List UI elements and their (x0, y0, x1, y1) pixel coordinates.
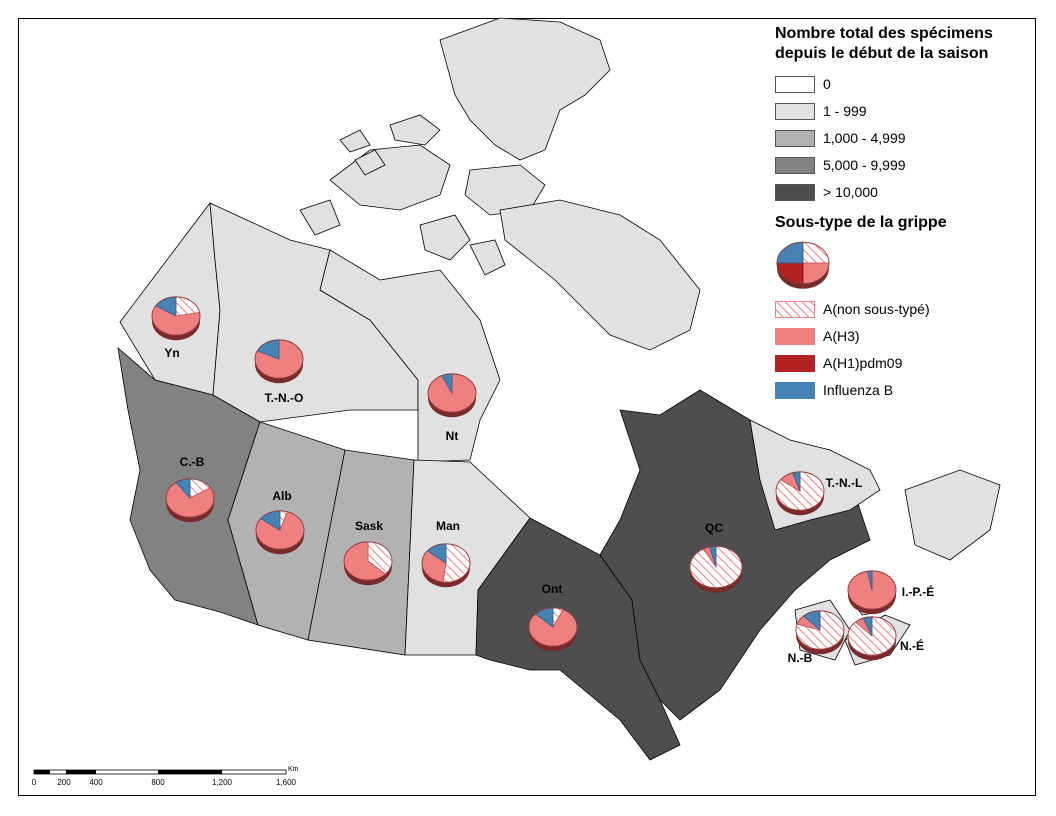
province-12-pie-outline (847, 616, 897, 656)
legend-sample-pie (776, 241, 830, 289)
province-pie-0 (151, 296, 201, 341)
province-pie-1 (254, 339, 304, 384)
legend-class-4: > 10,000 (775, 180, 1035, 207)
province-0-pie-outline (151, 296, 201, 336)
label-tno: T.-N.-O (265, 391, 304, 405)
legend-class-swatch (775, 76, 815, 93)
province-labels: Yn T.-N.-O Nt C.-B Alb Sask Man Ont QC T… (164, 346, 934, 665)
pie-layer (151, 296, 897, 661)
province-6-pie-outline (421, 543, 471, 583)
province-8-pie-outline (689, 545, 743, 589)
legend-subtype-swatch (775, 301, 815, 318)
label-nt: Nt (446, 429, 459, 443)
province-4-pie-outline (255, 510, 305, 550)
legend-class-label: 1,000 - 4,999 (823, 130, 906, 146)
province-1-pie-outline (254, 339, 304, 379)
province-2-pie-outline (427, 373, 477, 413)
province-pie-12 (847, 616, 897, 661)
legend-subtype-swatch (775, 355, 815, 372)
label-ont: Ont (542, 582, 563, 596)
legend-subtype-title: Sous-type de la grippe (775, 214, 947, 231)
legend-class-2: 1,000 - 4,999 (775, 126, 1035, 153)
legend-subtype-label: A(non sous-typé) (823, 301, 930, 317)
legend-class-swatch (775, 157, 815, 174)
label-sask: Sask (355, 519, 383, 533)
label-qc: QC (705, 521, 723, 535)
legend-subtype-2: A(H1)pdm09 (775, 351, 1035, 378)
legend-subtype-label: A(H1)pdm09 (823, 355, 903, 371)
legend-class-label: 0 (823, 76, 831, 92)
label-ne: N.-É (900, 638, 924, 653)
legend: Nombre total des spécimens depuis le déb… (775, 24, 1035, 405)
legend-subtype-0: A(non sous-typé) (775, 297, 1035, 324)
arctic-islands (299, 17, 701, 351)
scale-tick: 800 (151, 778, 165, 787)
legend-class-swatch (775, 184, 815, 201)
scale-bar: Km 0 200 400 800 1,200 1,600 (30, 765, 300, 791)
province-10-pie-outline (847, 570, 897, 610)
legend-class-0: 0 (775, 72, 1035, 99)
legend-class-label: 1 - 999 (823, 103, 867, 119)
scale-tick: 200 (57, 778, 71, 787)
label-cb: C.-B (180, 455, 205, 469)
label-man: Man (436, 519, 460, 533)
province-pie-4 (255, 510, 305, 555)
scale-tick: 400 (89, 778, 103, 787)
legend-class-swatch (775, 103, 815, 120)
province-pie-5 (343, 541, 393, 586)
legend-pie-outline (776, 241, 830, 285)
legend-subtype-swatch (775, 382, 815, 399)
legend-subtype-swatch (775, 328, 815, 345)
legend-class-1: 1 - 999 (775, 99, 1035, 126)
province-pie-6 (421, 543, 471, 588)
province-7-pie-outline (528, 607, 578, 647)
scale-tick: 1,200 (211, 778, 233, 787)
province-5-pie-outline (343, 541, 393, 581)
label-alb: Alb (272, 489, 291, 503)
province-3-pie-outline (165, 478, 215, 518)
legend-class-swatch (775, 130, 815, 147)
legend-class-label: > 10,000 (823, 184, 878, 200)
region-tnl-island (904, 469, 1001, 561)
province-pie-2 (427, 373, 477, 418)
legend-totals-title-line2: depuis le début de la saison (775, 45, 989, 62)
legend-subtype-label: A(H3) (823, 328, 860, 344)
province-pie-11 (795, 610, 845, 655)
province-pie-7 (528, 607, 578, 652)
label-tnl: T.-N.-L (826, 476, 863, 490)
legend-subtype-3: Influenza B (775, 378, 1035, 405)
scale-tick: 1,600 (275, 778, 297, 787)
province-pie-10 (847, 570, 897, 615)
province-9-pie-outline (775, 471, 825, 511)
province-pie-9 (775, 471, 825, 516)
label-yn: Yn (164, 346, 179, 360)
scale-unit: Km (288, 766, 299, 773)
legend-subtype-1: A(H3) (775, 324, 1035, 351)
province-11-pie-outline (795, 610, 845, 650)
label-nb: N.-B (788, 651, 813, 665)
legend-class-3: 5,000 - 9,999 (775, 153, 1035, 180)
legend-class-label: 5,000 - 9,999 (823, 157, 906, 173)
province-pie-8 (689, 545, 743, 593)
legend-totals-title-line1: Nombre total des spécimens (775, 25, 993, 42)
label-ipe: I.-P.-É (902, 584, 934, 599)
scale-tick: 0 (31, 778, 37, 787)
legend-subtype-label: Influenza B (823, 382, 894, 398)
scale-bar-graphic: Km (33, 766, 299, 775)
province-pie-3 (165, 478, 215, 523)
